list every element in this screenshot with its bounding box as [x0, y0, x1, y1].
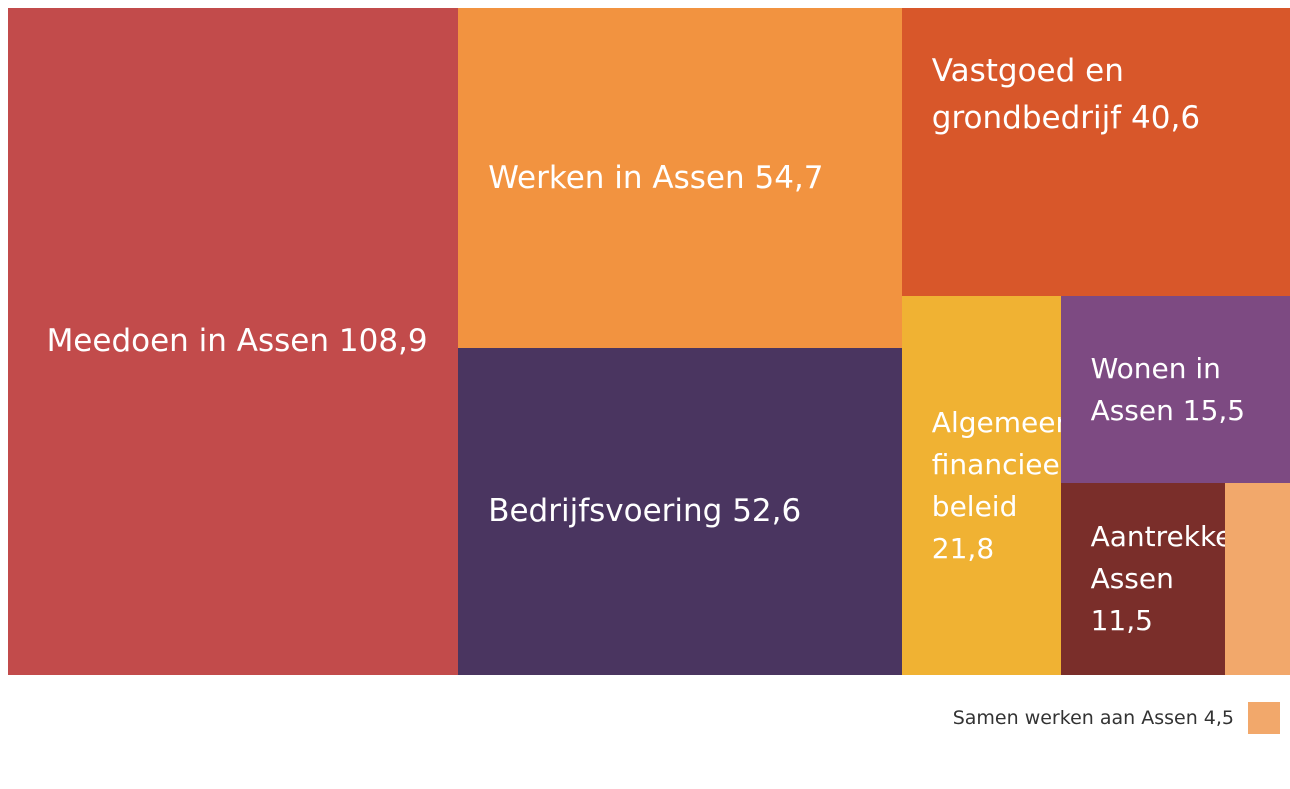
cell-value: 15,5: [1182, 393, 1246, 427]
treemap-cell: Vastgoed en grondbedrijf 40,6: [901, 8, 1290, 297]
legend-name: Samen werken aan Assen: [952, 707, 1198, 729]
cell-value: 40,6: [1131, 99, 1201, 136]
cell-name: Algemeen financieel beleid: [931, 405, 1061, 523]
cell-label: Vastgoed en grondbedrijf 40,6: [932, 48, 1278, 141]
cell-label: Algemeen financieel beleid 21,8: [931, 402, 1061, 570]
cell-label: Wonen in Assen 15,5: [1091, 348, 1278, 432]
cell-label: Meedoen in Assen 108,9: [28, 318, 446, 365]
treemap-cell: Aantrekkelijk Assen 11,5: [1060, 482, 1226, 675]
treemap-cell: [1225, 482, 1290, 675]
cell-name: Aantrekkelijk Assen: [1090, 519, 1226, 595]
cell-label: Bedrijfsvoering 52,6: [488, 488, 890, 535]
legend-swatch: [1248, 702, 1280, 734]
cell-value: 54,7: [754, 159, 824, 196]
legend-item: Samen werken aan Assen 4,5: [953, 700, 1280, 736]
cell-name: Meedoen in Assen: [46, 323, 330, 359]
cell-value: 108,9: [338, 323, 428, 359]
treemap-cell: Meedoen in Assen 108,9: [8, 8, 459, 675]
cell-value: 21,8: [931, 531, 995, 565]
cell-name: Vastgoed en grondbedrijf: [931, 53, 1124, 136]
treemap-cell: Werken in Assen 54,7: [458, 8, 902, 349]
cell-value: 52,6: [732, 493, 802, 529]
treemap-cell: Algemeen financieel beleid 21,8: [901, 296, 1061, 675]
cell-label: Werken in Assen 54,7: [488, 155, 890, 202]
cell-value: 11,5: [1090, 603, 1153, 637]
cell-name: Wonen in Assen: [1090, 351, 1221, 427]
treemap-cell: Wonen in Assen 15,5: [1060, 296, 1290, 483]
cell-name: Werken in Assen: [488, 159, 745, 196]
treemap-cell: Bedrijfsvoering 52,6: [458, 348, 902, 675]
cell-label: Aantrekkelijk Assen 11,5: [1090, 516, 1226, 642]
cell-name: Bedrijfsvoering: [488, 493, 723, 529]
legend-label: Samen werken aan Assen 4,5: [953, 707, 1234, 729]
legend-value: 4,5: [1203, 707, 1234, 729]
